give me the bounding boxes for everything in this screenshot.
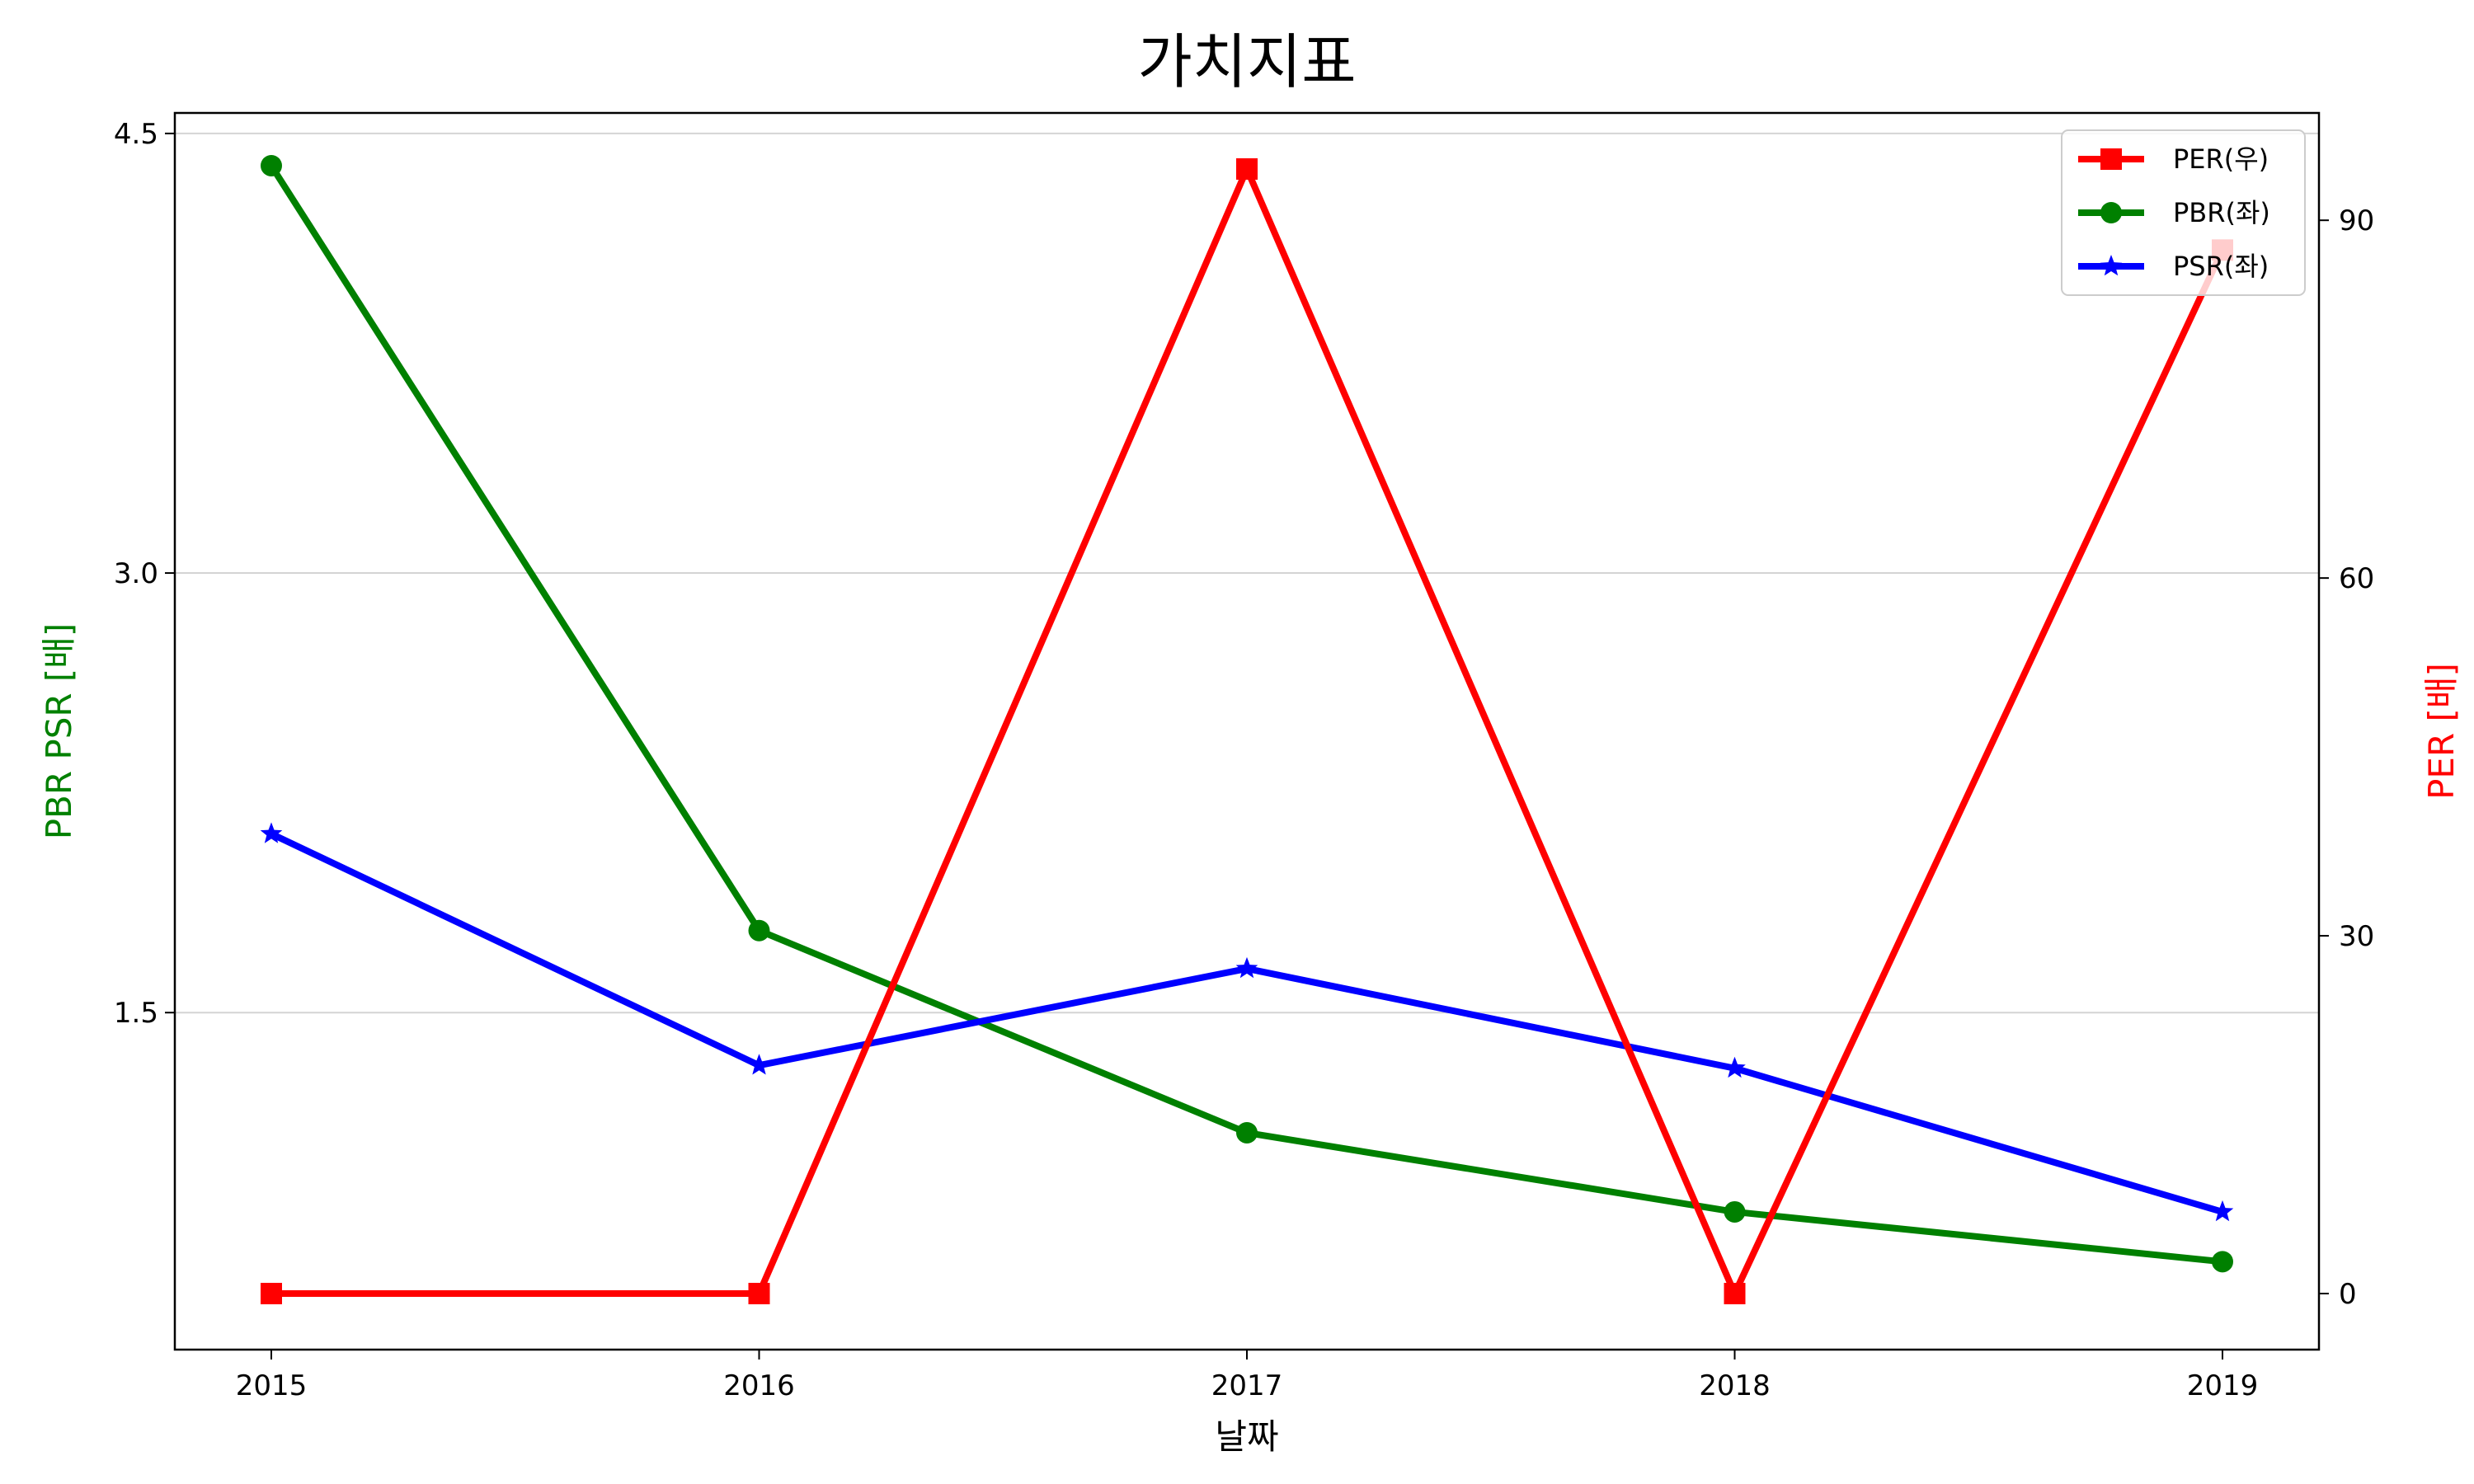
grid xyxy=(175,132,2319,1014)
right-y-tick-label: 30 xyxy=(2339,920,2374,953)
right-y-tick-label: 90 xyxy=(2339,204,2374,237)
legend: PER(우) PBR(좌) PSR(좌) xyxy=(2061,129,2306,296)
left-y-axis-title: PBR PSR [배] xyxy=(39,623,79,840)
right-y-axis: 0 30 60 90 xyxy=(2319,204,2374,1311)
per-point xyxy=(261,1283,282,1305)
left-y-tick-label: 3.0 xyxy=(114,557,158,590)
psr-point xyxy=(2211,1200,2234,1222)
x-tick-label: 2017 xyxy=(1211,1369,1283,1402)
pbr-point xyxy=(2212,1251,2233,1273)
x-tick-label: 2016 xyxy=(723,1369,795,1402)
x-tick-label: 2018 xyxy=(1699,1369,1771,1402)
left-y-tick-label: 1.5 xyxy=(114,997,158,1030)
left-y-tick-label: 4.5 xyxy=(114,118,158,151)
legend-psr-marker xyxy=(2100,255,2123,276)
series-psr xyxy=(260,822,2234,1222)
legend-per-label: PER(우) xyxy=(2173,143,2269,175)
x-axis-title: 날짜 xyxy=(1215,1416,1278,1457)
per-point xyxy=(748,1283,770,1305)
series-layer xyxy=(260,154,2234,1305)
psr-point xyxy=(748,1054,770,1075)
psr-point xyxy=(1724,1056,1746,1078)
pbr-point xyxy=(748,919,770,942)
legend-box xyxy=(2061,129,2306,296)
x-tick-label: 2015 xyxy=(236,1369,308,1402)
x-tick-label: 2019 xyxy=(2187,1369,2259,1402)
right-y-tick-label: 60 xyxy=(2339,562,2374,595)
right-y-axis-title: PER [배] xyxy=(2421,663,2462,800)
pbr-line xyxy=(268,163,2223,1266)
legend-per-marker xyxy=(2100,148,2122,170)
per-point xyxy=(1724,1283,1746,1305)
psr-point xyxy=(1235,956,1258,979)
pbr-point xyxy=(261,154,282,176)
psr-line xyxy=(270,830,2224,1215)
right-y-tick-label: 0 xyxy=(2339,1278,2357,1311)
legend-psr-label: PSR(좌) xyxy=(2173,251,2269,282)
legend-pbr-label: PBR(좌) xyxy=(2173,197,2270,228)
legend-pbr-marker xyxy=(2100,202,2122,223)
x-axis: 2015 2016 2017 2018 2019 xyxy=(236,1350,2259,1402)
per-point xyxy=(1236,157,1258,180)
chart-title: 가치지표 xyxy=(1138,27,1357,96)
psr-point xyxy=(260,822,283,843)
pbr-point xyxy=(1236,1121,1258,1144)
pbr-point xyxy=(1724,1200,1746,1223)
left-y-axis: 1.5 3.0 4.5 xyxy=(114,118,175,1030)
series-pbr xyxy=(261,154,2233,1273)
